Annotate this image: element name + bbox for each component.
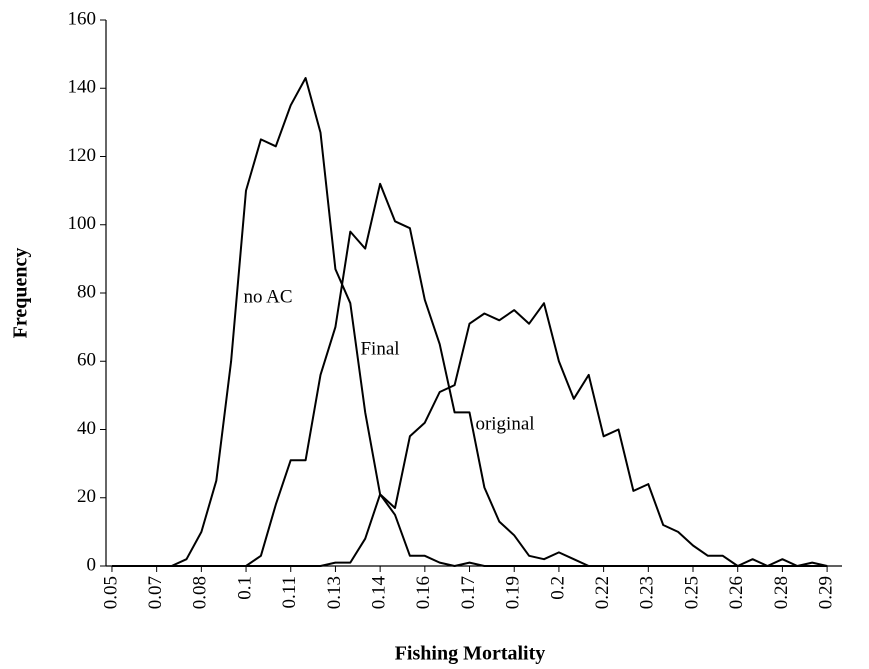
series-line (112, 77, 828, 567)
x-tick-label: 0.16 (413, 576, 434, 609)
x-tick-label: 0.05 (100, 576, 121, 609)
x-tick-label: 0.1 (234, 576, 255, 600)
y-tick-label: 40 (77, 418, 96, 439)
y-tick-label: 80 (77, 281, 96, 302)
x-tick-label: 0.14 (368, 576, 389, 610)
y-tick-label: 160 (68, 8, 97, 29)
y-tick-label: 140 (68, 77, 97, 98)
y-tick-label: 100 (68, 213, 97, 234)
x-tick-label: 0.26 (726, 576, 747, 609)
x-tick-label: 0.29 (815, 576, 836, 609)
x-tick-label: 0.13 (324, 576, 345, 609)
x-tick-label: 0.11 (279, 576, 300, 609)
x-tick-label: 0.28 (771, 576, 792, 609)
annotation: original (475, 413, 534, 434)
y-axis-title: Frequency (10, 248, 32, 339)
x-tick-label: 0.25 (681, 576, 702, 609)
y-tick-label: 60 (77, 350, 96, 371)
series-line (112, 302, 828, 567)
y-tick-label: 20 (77, 486, 96, 507)
x-tick-label: 0.2 (547, 576, 568, 600)
x-tick-label: 0.22 (592, 576, 613, 609)
x-tick-label: 0.07 (145, 576, 166, 609)
annotation: Final (360, 338, 399, 359)
y-tick-label: 0 (87, 554, 97, 575)
x-tick-label: 0.19 (503, 576, 524, 609)
x-tick-label: 0.23 (637, 576, 658, 609)
x-tick-label: 0.17 (458, 576, 479, 609)
y-tick-label: 120 (68, 145, 97, 166)
x-axis-title: Fishing Mortality (395, 643, 546, 665)
x-tick-label: 0.08 (190, 576, 211, 609)
annotation: no AC (243, 286, 292, 307)
series-line (112, 182, 828, 567)
